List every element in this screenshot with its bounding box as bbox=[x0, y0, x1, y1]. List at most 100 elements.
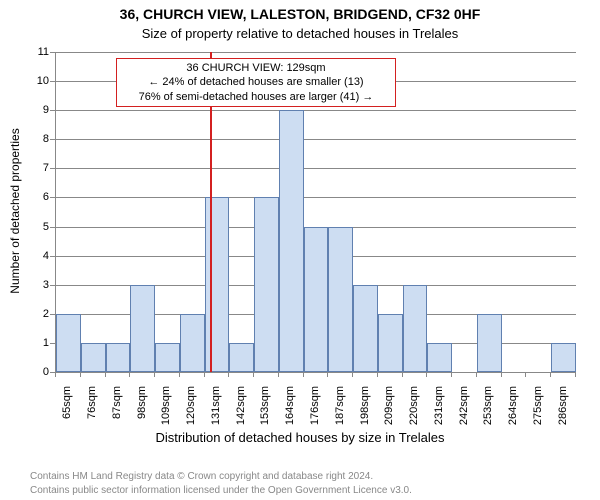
xtick-label: 198sqm bbox=[359, 386, 371, 436]
ytick-mark bbox=[50, 110, 55, 111]
xtick-mark bbox=[154, 372, 155, 377]
xtick-label: 142sqm bbox=[235, 386, 247, 436]
ytick-mark bbox=[50, 52, 55, 53]
xtick-label: 286sqm bbox=[557, 386, 569, 436]
y-axis-label: Number of detached properties bbox=[8, 111, 22, 311]
histogram-bar bbox=[551, 343, 576, 372]
xtick-mark bbox=[179, 372, 180, 377]
xtick-mark bbox=[303, 372, 304, 377]
histogram-bar bbox=[378, 314, 403, 372]
gridline bbox=[56, 372, 576, 373]
ytick-mark bbox=[50, 81, 55, 82]
ytick-label: 4 bbox=[27, 250, 49, 262]
xtick-mark bbox=[476, 372, 477, 377]
ytick-label: 6 bbox=[27, 191, 49, 203]
chart-container: 36, CHURCH VIEW, LALESTON, BRIDGEND, CF3… bbox=[0, 0, 600, 500]
ytick-label: 11 bbox=[27, 46, 49, 58]
annotation-line: 76% of semi-detached houses are larger (… bbox=[121, 90, 391, 104]
ytick-label: 9 bbox=[27, 104, 49, 116]
xtick-label: 98sqm bbox=[136, 386, 148, 436]
histogram-bar bbox=[328, 227, 353, 372]
ytick-mark bbox=[50, 168, 55, 169]
xtick-mark bbox=[352, 372, 353, 377]
ytick-mark bbox=[50, 139, 55, 140]
histogram-bar bbox=[353, 285, 378, 372]
ytick-label: 2 bbox=[27, 308, 49, 320]
chart-subtitle: Size of property relative to detached ho… bbox=[0, 26, 600, 41]
xtick-label: 153sqm bbox=[259, 386, 271, 436]
xtick-label: 109sqm bbox=[160, 386, 172, 436]
xtick-mark bbox=[525, 372, 526, 377]
ytick-label: 8 bbox=[27, 133, 49, 145]
ytick-mark bbox=[50, 285, 55, 286]
xtick-mark bbox=[451, 372, 452, 377]
gridline bbox=[56, 110, 576, 111]
histogram-bar bbox=[403, 285, 428, 372]
xtick-mark bbox=[204, 372, 205, 377]
footer-line-2: Contains public sector information licen… bbox=[30, 485, 412, 496]
ytick-label: 0 bbox=[27, 366, 49, 378]
histogram-bar bbox=[427, 343, 452, 372]
xtick-mark bbox=[253, 372, 254, 377]
ytick-mark bbox=[50, 256, 55, 257]
histogram-bar bbox=[304, 227, 329, 372]
histogram-bar bbox=[254, 197, 279, 372]
xtick-mark bbox=[501, 372, 502, 377]
histogram-bar bbox=[81, 343, 106, 372]
xtick-label: 176sqm bbox=[309, 386, 321, 436]
ytick-label: 7 bbox=[27, 162, 49, 174]
ytick-mark bbox=[50, 314, 55, 315]
histogram-bar bbox=[155, 343, 180, 372]
annotation-line: 36 CHURCH VIEW: 129sqm bbox=[121, 61, 391, 75]
xtick-mark bbox=[80, 372, 81, 377]
gridline bbox=[56, 168, 576, 169]
ytick-label: 10 bbox=[27, 75, 49, 87]
histogram-bar bbox=[106, 343, 131, 372]
xtick-label: 65sqm bbox=[61, 386, 73, 436]
ytick-label: 3 bbox=[27, 279, 49, 291]
histogram-bar bbox=[279, 110, 304, 372]
xtick-label: 242sqm bbox=[458, 386, 470, 436]
histogram-bar bbox=[229, 343, 254, 372]
histogram-bar bbox=[180, 314, 205, 372]
xtick-label: 120sqm bbox=[185, 386, 197, 436]
annotation-line: ← 24% of detached houses are smaller (13… bbox=[121, 75, 391, 89]
ytick-label: 5 bbox=[27, 221, 49, 233]
xtick-label: 275sqm bbox=[532, 386, 544, 436]
histogram-bar bbox=[130, 285, 155, 372]
histogram-bar bbox=[205, 197, 230, 372]
xtick-mark bbox=[377, 372, 378, 377]
xtick-mark bbox=[55, 372, 56, 377]
xtick-mark bbox=[278, 372, 279, 377]
gridline bbox=[56, 197, 576, 198]
xtick-mark bbox=[575, 372, 576, 377]
gridline bbox=[56, 52, 576, 53]
xtick-mark bbox=[402, 372, 403, 377]
ytick-mark bbox=[50, 197, 55, 198]
xtick-mark bbox=[129, 372, 130, 377]
xtick-label: 209sqm bbox=[383, 386, 395, 436]
xtick-mark bbox=[228, 372, 229, 377]
gridline bbox=[56, 139, 576, 140]
xtick-label: 220sqm bbox=[408, 386, 420, 436]
xtick-label: 231sqm bbox=[433, 386, 445, 436]
xtick-mark bbox=[550, 372, 551, 377]
xtick-label: 76sqm bbox=[86, 386, 98, 436]
xtick-label: 253sqm bbox=[482, 386, 494, 436]
annotation-box: 36 CHURCH VIEW: 129sqm← 24% of detached … bbox=[116, 58, 396, 107]
xtick-label: 87sqm bbox=[111, 386, 123, 436]
ytick-mark bbox=[50, 227, 55, 228]
ytick-label: 1 bbox=[27, 337, 49, 349]
chart-title: 36, CHURCH VIEW, LALESTON, BRIDGEND, CF3… bbox=[0, 6, 600, 22]
plot-area: 36 CHURCH VIEW: 129sqm← 24% of detached … bbox=[55, 52, 576, 373]
xtick-label: 264sqm bbox=[507, 386, 519, 436]
ytick-mark bbox=[50, 343, 55, 344]
xtick-label: 131sqm bbox=[210, 386, 222, 436]
xtick-mark bbox=[105, 372, 106, 377]
footer-line-1: Contains HM Land Registry data © Crown c… bbox=[30, 471, 373, 482]
xtick-mark bbox=[426, 372, 427, 377]
xtick-mark bbox=[327, 372, 328, 377]
histogram-bar bbox=[477, 314, 502, 372]
histogram-bar bbox=[56, 314, 81, 372]
xtick-label: 164sqm bbox=[284, 386, 296, 436]
